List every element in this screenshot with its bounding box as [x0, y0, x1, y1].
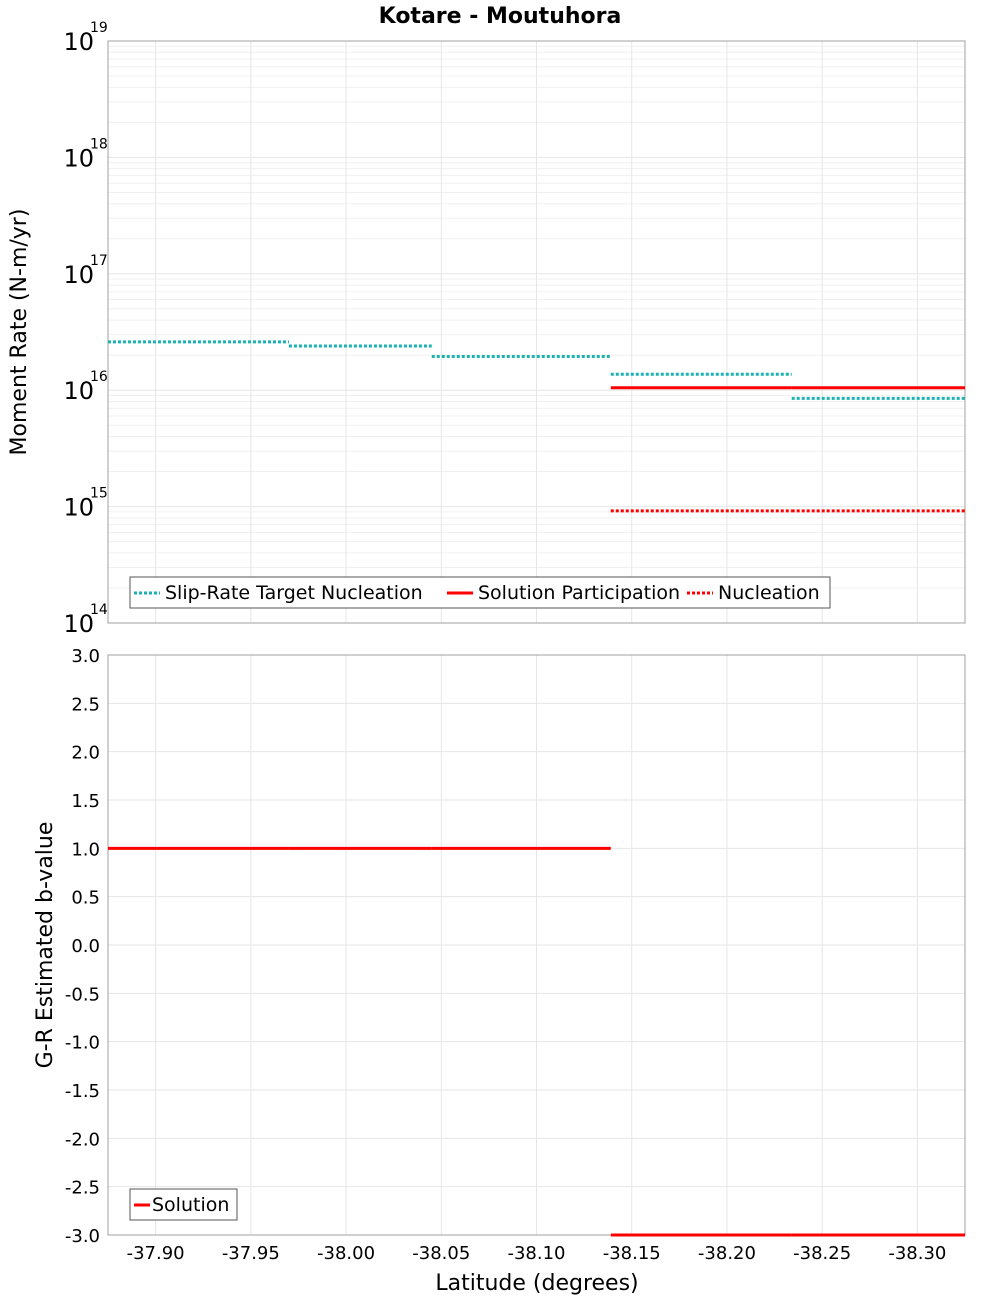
b-value-plot-frame — [107, 654, 966, 1236]
b-value-y-tick-label: -1.5 — [65, 1081, 100, 1102]
b-value-y-tick-label: -0.5 — [65, 984, 100, 1005]
moment-rate-y-tick-exponent: 15 — [90, 486, 108, 502]
b-value-legend-label: Solution — [152, 1194, 229, 1216]
moment-rate-y-tick-label: 10 — [63, 610, 94, 638]
b-value-grid — [108, 654, 965, 1236]
b-value-y-tick-label: -2.0 — [65, 1129, 100, 1150]
x-axis-ticks: -37.90 -37.95 -38.00 -38.05 -38.10 -38.15 -38.… — [127, 1243, 947, 1264]
chart-title: Kotare - Moutuhora — [379, 4, 622, 29]
moment-rate-legend-label: Nucleation — [718, 582, 820, 604]
moment-rate-legend-label: Slip-Rate Target Nucleation — [165, 582, 423, 604]
moment-rate-plot-frame — [107, 40, 966, 624]
x-axis-tick-label: -38.20 — [698, 1243, 756, 1264]
moment-rate-y-tick-label: 10 — [63, 144, 94, 172]
x-axis-tick-label: -38.10 — [507, 1243, 565, 1264]
moment-rate-y-tick-exponent: 17 — [90, 253, 108, 269]
b-value-y-axis-title: G-R Estimated b-value — [33, 822, 58, 1069]
moment-rate-legend-label: Solution Participation — [478, 582, 680, 604]
x-axis-tick-label: -38.15 — [603, 1243, 661, 1264]
b-value-y-tick-label: 1.0 — [71, 839, 100, 860]
moment-rate-series — [108, 340, 965, 513]
moment-rate-y-axis-title: Moment Rate (N-m/yr) — [7, 209, 32, 456]
moment-rate-y-tick-label: 10 — [63, 261, 94, 289]
moment-rate-legend-box — [129, 576, 831, 609]
b-value-y-tick-label: 3.0 — [71, 646, 100, 667]
x-axis-tick-label: -38.25 — [793, 1243, 851, 1264]
moment-rate-y-tick-label: 10 — [63, 494, 94, 522]
b-value-y-tick-label: -2.5 — [65, 1178, 100, 1199]
moment-rate-y-tick-exponent: 18 — [90, 136, 108, 152]
moment-rate-y-tick-label: 10 — [63, 28, 94, 56]
x-axis-tick-label: -37.90 — [127, 1243, 185, 1264]
x-axis-tick-label: -38.00 — [317, 1243, 375, 1264]
b-value-y-tick-label: 1.5 — [71, 791, 100, 812]
b-value-y-tick-label: -3.0 — [65, 1226, 100, 1247]
b-value-series — [108, 846, 965, 1237]
b-value-y-tick-label: 0.0 — [71, 936, 100, 957]
b-value-y-tick-label: -1.0 — [65, 1033, 100, 1054]
b-value-y-tick-label: 0.5 — [71, 888, 100, 909]
b-value-y-ticks: 3.0 2.5 2.0 1.5 1.0 0.5 0.0 -0.5 -1.0 -1.5 -2.0 -2.… — [65, 646, 100, 1247]
moment-rate-y-tick-exponent: 16 — [90, 369, 108, 385]
b-value-legend: Solution — [129, 1188, 238, 1221]
x-axis-tick-label: -37.95 — [222, 1243, 280, 1264]
moment-rate-y-tick-label: 10 — [63, 377, 94, 405]
moment-rate-grid — [108, 40, 965, 624]
x-axis-title: Latitude (degrees) — [435, 1271, 638, 1296]
moment-rate-y-tick-exponent: 19 — [90, 20, 108, 36]
x-axis-tick-label: -38.05 — [412, 1243, 470, 1264]
x-axis-tick-label: -38.30 — [888, 1243, 946, 1264]
b-value-y-tick-label: 2.5 — [71, 694, 100, 715]
b-value-panel: 3.0 2.5 2.0 1.5 1.0 0.5 0.0 -0.5 -1.0 -1.5 -2.0 -2.… — [33, 646, 966, 1247]
moment-rate-legend: Slip-Rate Target Nucleation Solution Part… — [129, 576, 831, 609]
moment-rate-y-tick-exponent: 14 — [90, 602, 108, 618]
b-value-y-tick-label: 2.0 — [71, 743, 100, 764]
